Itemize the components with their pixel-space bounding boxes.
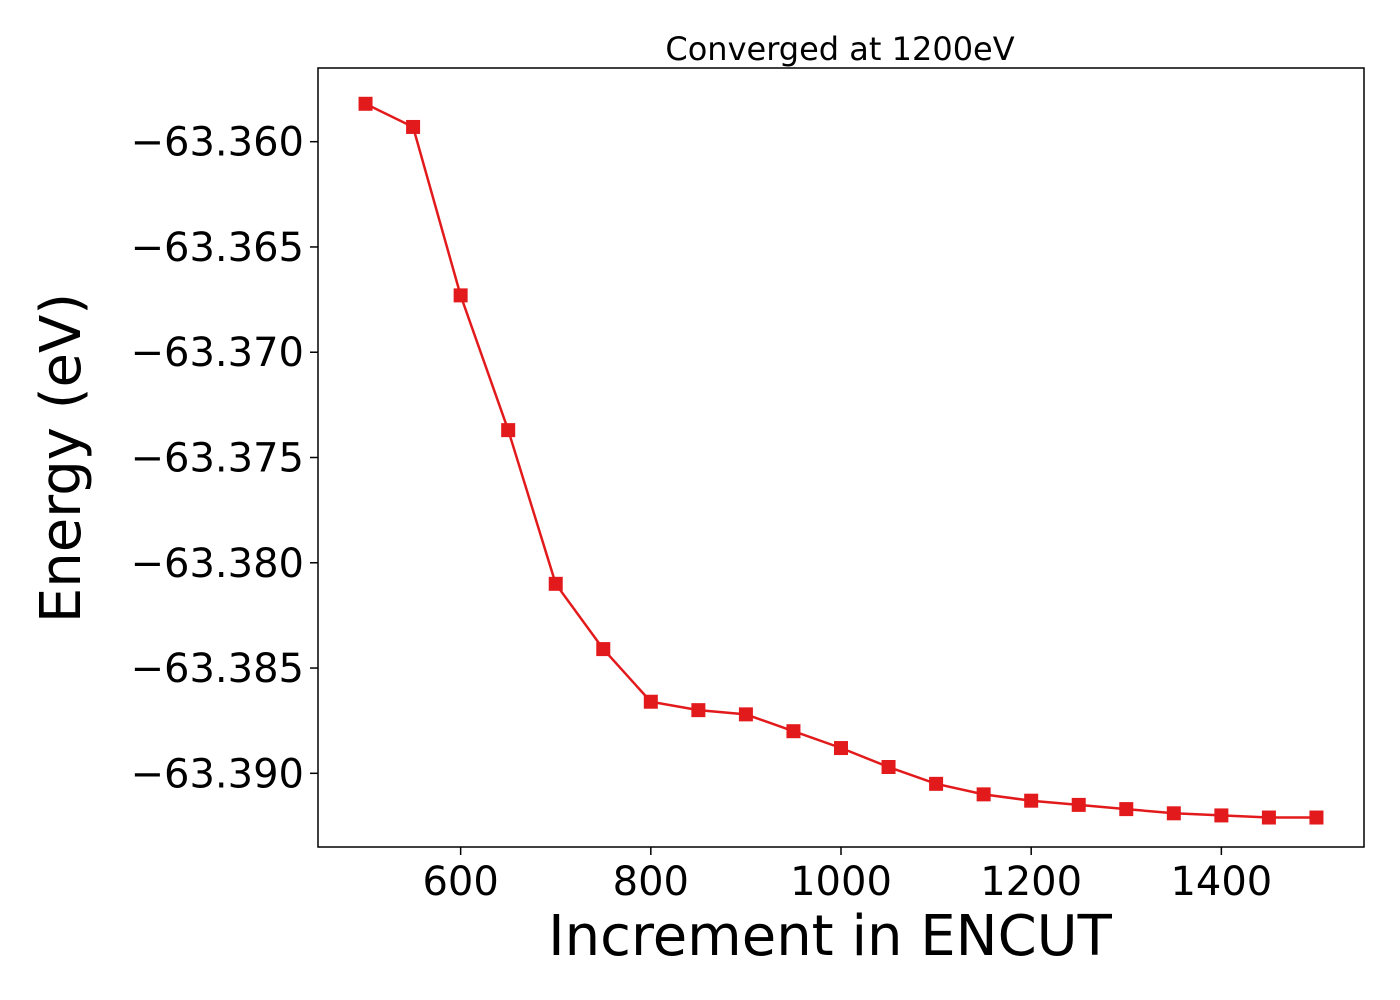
data-point	[976, 787, 991, 802]
data-point	[1309, 810, 1324, 825]
data-point	[881, 759, 896, 774]
data-point	[406, 119, 421, 134]
data-point	[738, 707, 753, 722]
data-point	[548, 576, 563, 591]
data-point	[1071, 797, 1086, 812]
x-axis-title: Increment in ENCUT	[548, 904, 1113, 969]
y-tick-label: −63.365	[131, 225, 304, 271]
x-tick-label: 1000	[790, 859, 892, 905]
data-point	[1166, 806, 1181, 821]
x-tick-label: 600	[422, 859, 498, 905]
y-tick-label: −63.370	[131, 330, 304, 376]
data-point	[786, 724, 801, 739]
x-tick-label: 1200	[980, 859, 1082, 905]
data-point	[929, 776, 944, 791]
data-point	[1024, 793, 1039, 808]
plot-series	[358, 96, 1324, 825]
y-tick-label: −63.390	[131, 751, 304, 797]
x-tick-label: 800	[613, 859, 689, 905]
y-tick-label: −63.375	[131, 436, 304, 482]
data-point	[501, 423, 516, 438]
y-tick-label: −63.360	[131, 120, 304, 166]
data-point	[643, 694, 658, 709]
data-point	[596, 642, 611, 657]
data-point	[1214, 808, 1229, 823]
series-line	[364, 102, 1317, 819]
data-point	[691, 703, 706, 718]
x-axis-ticks: 600 800 1000 1200 1400	[422, 847, 1272, 905]
y-axis-title: Energy (eV)	[29, 293, 94, 623]
x-tick-label: 1400	[1170, 859, 1272, 905]
chart-title: Converged at 1200eV	[665, 30, 1014, 68]
y-tick-label: −63.385	[131, 646, 304, 692]
y-axis-ticks: −63.360 −63.365 −63.370 −63.375 −63.380 −63.3…	[131, 120, 318, 797]
data-point	[1261, 810, 1276, 825]
data-point	[834, 741, 848, 756]
plot-frame	[317, 67, 1365, 848]
data-point	[1119, 802, 1134, 817]
y-tick-label: −63.380	[131, 541, 304, 587]
data-point	[453, 288, 468, 303]
data-point	[358, 96, 373, 111]
